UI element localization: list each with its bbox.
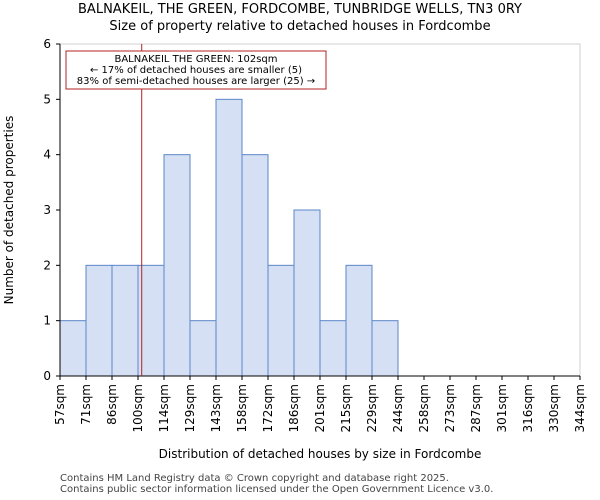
y-axis-label: Number of detached properties xyxy=(2,116,16,305)
x-tick-label: 301sqm xyxy=(495,384,509,432)
x-tick-label: 330sqm xyxy=(547,384,561,432)
x-tick-label: 244sqm xyxy=(391,384,405,432)
x-tick-label: 258sqm xyxy=(417,384,431,432)
histogram-bar xyxy=(267,264,295,377)
histogram-bar xyxy=(189,320,217,377)
histogram-bar xyxy=(319,320,347,377)
x-tick-label: 71sqm xyxy=(79,384,93,425)
histogram-bar xyxy=(241,154,269,377)
x-tick-label: 100sqm xyxy=(131,384,145,432)
x-tick-label: 158sqm xyxy=(235,384,249,432)
y-tick-label: 4 xyxy=(43,148,51,162)
y-tick-label: 1 xyxy=(43,314,51,328)
x-tick-label: 129sqm xyxy=(183,384,197,432)
histogram-bar xyxy=(85,264,113,377)
x-tick-label: 143sqm xyxy=(209,384,223,432)
y-tick-label: 6 xyxy=(43,37,51,51)
histogram-bar xyxy=(293,209,321,377)
x-tick-label: 57sqm xyxy=(53,384,67,425)
axes-group: 0 1 2 3 4 5 6 57sqm 71sqm 86sqm 100sqm 114sqm 129sqm… xyxy=(2,37,587,461)
x-tick-label: 344sqm xyxy=(573,384,587,432)
histogram-bar xyxy=(371,320,399,377)
chart-subtitle: Size of property relative to detached ho… xyxy=(109,19,491,34)
x-tick-label: 273sqm xyxy=(443,384,457,432)
x-tick-label: 114sqm xyxy=(157,384,171,432)
histogram-bar xyxy=(163,154,191,377)
x-tick-label: 215sqm xyxy=(339,384,353,432)
x-tick-label: 86sqm xyxy=(105,384,119,425)
x-tick-label: 287sqm xyxy=(469,384,483,432)
x-tick-label: 186sqm xyxy=(287,384,301,432)
annotation-line: 83% of semi-detached houses are larger (… xyxy=(77,76,315,87)
x-tick-label: 201sqm xyxy=(313,384,327,432)
annotation-box xyxy=(65,50,327,90)
x-axis-label: Distribution of detached houses by size … xyxy=(159,447,482,461)
annotation-line: BALNAKEIL THE GREEN: 102sqm xyxy=(114,54,277,65)
y-tick-label: 5 xyxy=(43,92,51,106)
annotation-line: ← 17% of detached houses are smaller (5) xyxy=(90,65,302,76)
y-tick-label: 3 xyxy=(43,203,51,217)
histogram-bar xyxy=(345,264,373,377)
x-tick-label: 316sqm xyxy=(521,384,535,432)
histogram-bar xyxy=(111,264,139,377)
y-tick-label: 2 xyxy=(43,258,51,272)
footer-line-1: Contains HM Land Registry data © Crown c… xyxy=(60,473,449,484)
marker-group: BALNAKEIL THE GREEN: 102sqm← 17% of deta… xyxy=(65,44,327,376)
x-tick-label: 229sqm xyxy=(365,384,379,432)
histogram-bar xyxy=(215,98,243,377)
x-tick-label: 172sqm xyxy=(261,384,275,432)
histogram-bar xyxy=(59,320,87,377)
histogram-bar xyxy=(137,264,165,377)
chart-title: BALNAKEIL, THE GREEN, FORDCOMBE, TUNBRID… xyxy=(78,2,522,17)
y-tick-label: 0 xyxy=(43,369,51,383)
footer-line-2: Contains public sector information licen… xyxy=(60,484,494,495)
bars-group xyxy=(59,98,399,377)
